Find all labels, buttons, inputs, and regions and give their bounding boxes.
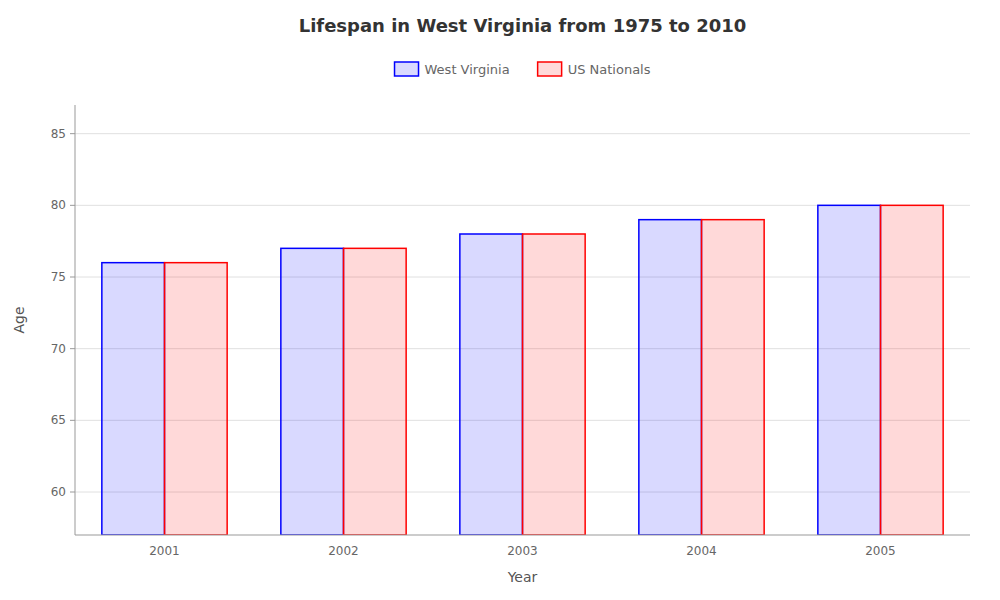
x-tick-label: 2005 (865, 544, 896, 558)
tick-mark (70, 420, 75, 421)
x-tick-label: 2003 (507, 544, 538, 558)
tick-mark (70, 492, 75, 493)
bar (102, 263, 165, 535)
x-axis-line (75, 535, 970, 536)
y-tick-label: 70 (51, 342, 66, 356)
y-tick-label: 85 (51, 127, 66, 141)
title: Lifespan in West Virginia from 1975 to 2… (299, 15, 747, 36)
grid-line (75, 133, 970, 134)
bar (281, 248, 344, 535)
bar (165, 263, 228, 535)
x-tick-label: 2002 (328, 544, 359, 558)
tick-mark (70, 133, 75, 134)
y-tick-label: 65 (51, 413, 66, 427)
legend-label: US Nationals (568, 62, 651, 77)
bar (639, 220, 702, 535)
legend: West Virginia US Nationals (395, 62, 651, 77)
bar (818, 205, 881, 535)
tick-mark (70, 277, 75, 278)
y-axis-line (75, 105, 76, 535)
bars (102, 205, 943, 535)
x-tick-label: 2001 (149, 544, 180, 558)
bar (460, 234, 523, 535)
bar (523, 234, 586, 535)
legend-item: US Nationals (538, 62, 651, 77)
legend-swatch (395, 62, 419, 76)
chart-container: 60 65 70 75 80 85 2001 2002 2003 2004 2005 Lifespan… (0, 0, 1000, 600)
legend-label: West Virginia (425, 62, 510, 77)
y-tick-label: 60 (51, 485, 66, 499)
chart: 60 65 70 75 80 85 2001 2002 2003 2004 2005 Lifespan… (0, 0, 1000, 600)
legend-swatch (538, 62, 562, 76)
tick-mark (70, 348, 75, 349)
x-axis-label: Year (507, 569, 538, 585)
bar (881, 205, 944, 535)
x-tick-label: 2004 (686, 544, 717, 558)
y-tick-label: 80 (51, 198, 66, 212)
y-tick-label: 75 (51, 270, 66, 284)
tick-mark (70, 205, 75, 206)
bar (702, 220, 765, 535)
y-axis-label: Age (11, 306, 27, 333)
legend-item: West Virginia (395, 62, 510, 77)
bar (344, 248, 407, 535)
